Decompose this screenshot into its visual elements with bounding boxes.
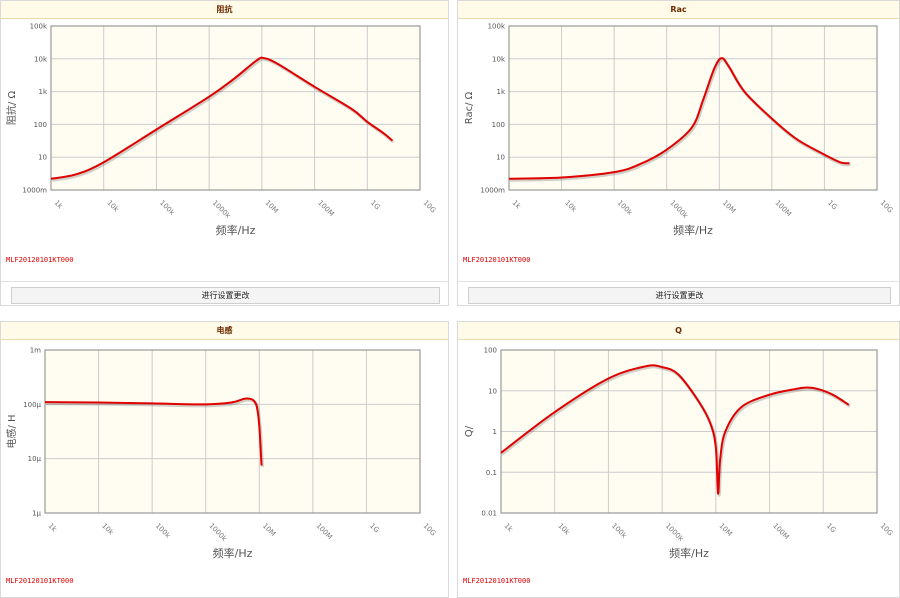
x-tick-label: 10k [100,522,115,537]
x-tick-label: 10k [563,199,578,214]
x-tick-label: 1k [53,199,65,211]
series-line [508,57,850,180]
impedance-chart: 1k 10k 100k 1000k 10M 100M 1G 10G 1000m 10 100 1k 10… [5,23,438,238]
rac-chart: 1k 10k 100k 1000k 10M 100M 1G 10G 1000m 10 100 1k 10… [464,23,895,238]
q-panel: Q 1k 10k 100k 1000k 10M 100M 1G 10G 0.01 0.1 1 10 10… [457,321,900,598]
series-line [500,364,850,495]
y-tick-label: 100 [484,347,497,355]
plot-area [51,26,420,190]
inductance-panel: 电感 1k 10k 100k 1000k 10M 100M 1G 10G 1μ 10μ 100μ 1m… [0,321,449,598]
plot-frame [508,25,878,191]
y-tick-label: 10k [492,55,506,63]
q-chart: 1k 10k 100k 1000k 10M 100M 1G 10G 0.01 0.1 1 10 100 频… [464,347,895,561]
y-tick-label: 1000m [480,187,505,195]
x-tick-label: 10G [879,522,895,538]
plot-frame [500,349,878,514]
y-tick-label: 10 [488,387,497,395]
y-tick-label: 100 [34,121,47,129]
y-tick-label: 1μ [32,510,41,518]
change-settings-button[interactable]: 进行设置更改 [468,287,891,304]
divider [458,281,899,282]
y-tick-label: 1000m [22,187,47,195]
panel-title: Q [458,322,899,340]
x-tick-label: 100M [773,199,792,218]
x-tick-label: 10M [263,199,279,215]
x-tick-label: 10k [105,199,120,214]
y-tick-label: 10μ [28,455,42,463]
x-axis-label: 频率/Hz [216,223,256,237]
x-tick-label: 1000k [207,522,229,544]
part-number: MLF20120101KT000 [6,577,74,585]
inductance-chart: 1k 10k 100k 1000k 10M 100M 1G 10G 1μ 10μ 100μ 1m 频率/… [5,347,438,561]
y-axis-label: Q/ [464,425,475,437]
plot-frame [50,25,421,191]
x-tick-label: 100M [316,199,335,218]
y-tick-label: 100 [492,121,505,129]
x-tick-label: 10G [422,199,438,215]
y-tick-label: 10k [34,55,48,63]
x-tick-label: 10G [879,199,895,215]
x-tick-label: 1000k [664,522,686,544]
x-tick-label: 100k [616,199,635,218]
panel-title: 阻抗 [1,1,448,19]
x-tick-label: 1k [503,522,515,534]
x-tick-label: 1000k [211,199,233,221]
y-tick-label: 1k [496,88,505,96]
impedance-panel: 阻抗 1k 10k 100k 1000k 10M 100M 1G 10G 1000m 10 100 1… [0,0,449,306]
x-tick-label: 1k [511,199,523,211]
y-tick-label: 100k [30,23,48,31]
divider [1,281,448,282]
x-tick-label: 10M [261,522,277,538]
x-tick-label: 10k [556,522,571,537]
y-tick-label: 10 [496,154,505,162]
part-number: MLF20120101KT000 [463,256,531,264]
y-tick-label: 100k [488,23,506,31]
x-tick-label: 100k [610,522,629,541]
series-line-shadow [501,365,851,497]
x-tick-label: 1G [826,199,839,212]
x-tick-label: 1000k [668,199,690,221]
y-axis-label: 阻抗/ Ω [5,91,18,126]
x-tick-label: 10M [721,199,737,215]
part-number: MLF20120101KT000 [6,256,74,264]
y-tick-label: 100μ [23,401,41,409]
y-tick-label: 0.1 [486,469,497,477]
x-tick-label: 10M [717,522,733,538]
x-tick-label: 1G [369,199,382,212]
series-line [44,397,263,466]
x-tick-label: 100M [314,522,333,541]
y-tick-label: 1 [493,428,497,436]
x-axis-label: 频率/Hz [673,223,713,237]
plot-area [509,26,877,190]
x-tick-label: 100k [158,199,177,218]
y-tick-label: 1k [38,88,47,96]
series-line [50,56,394,180]
x-tick-label: 100M [771,522,790,541]
y-tick-label: 0.01 [481,510,497,518]
plot-frame [44,349,421,514]
change-settings-button[interactable]: 进行设置更改 [11,287,440,304]
y-axis-label: 电感/ H [5,414,18,448]
x-axis-label: 频率/Hz [213,546,253,560]
x-tick-label: 1k [47,522,59,534]
x-tick-label: 1G [825,522,838,535]
x-tick-label: 10G [422,522,438,538]
plot-area [45,350,420,513]
rac-panel: Rac 1k 10k 100k 1000k 10M 100M 1G 10G 1000m 10 100… [457,0,900,306]
x-tick-label: 1G [368,522,381,535]
panel-title: 电感 [1,322,448,340]
part-number: MLF20120101KT000 [463,577,531,585]
y-tick-label: 10 [38,154,47,162]
x-tick-label: 100k [154,522,173,541]
y-axis-label: Rac/ Ω [464,91,475,124]
panel-title: Rac [458,1,899,19]
x-axis-label: 频率/Hz [669,546,709,560]
y-tick-label: 1m [30,347,41,355]
